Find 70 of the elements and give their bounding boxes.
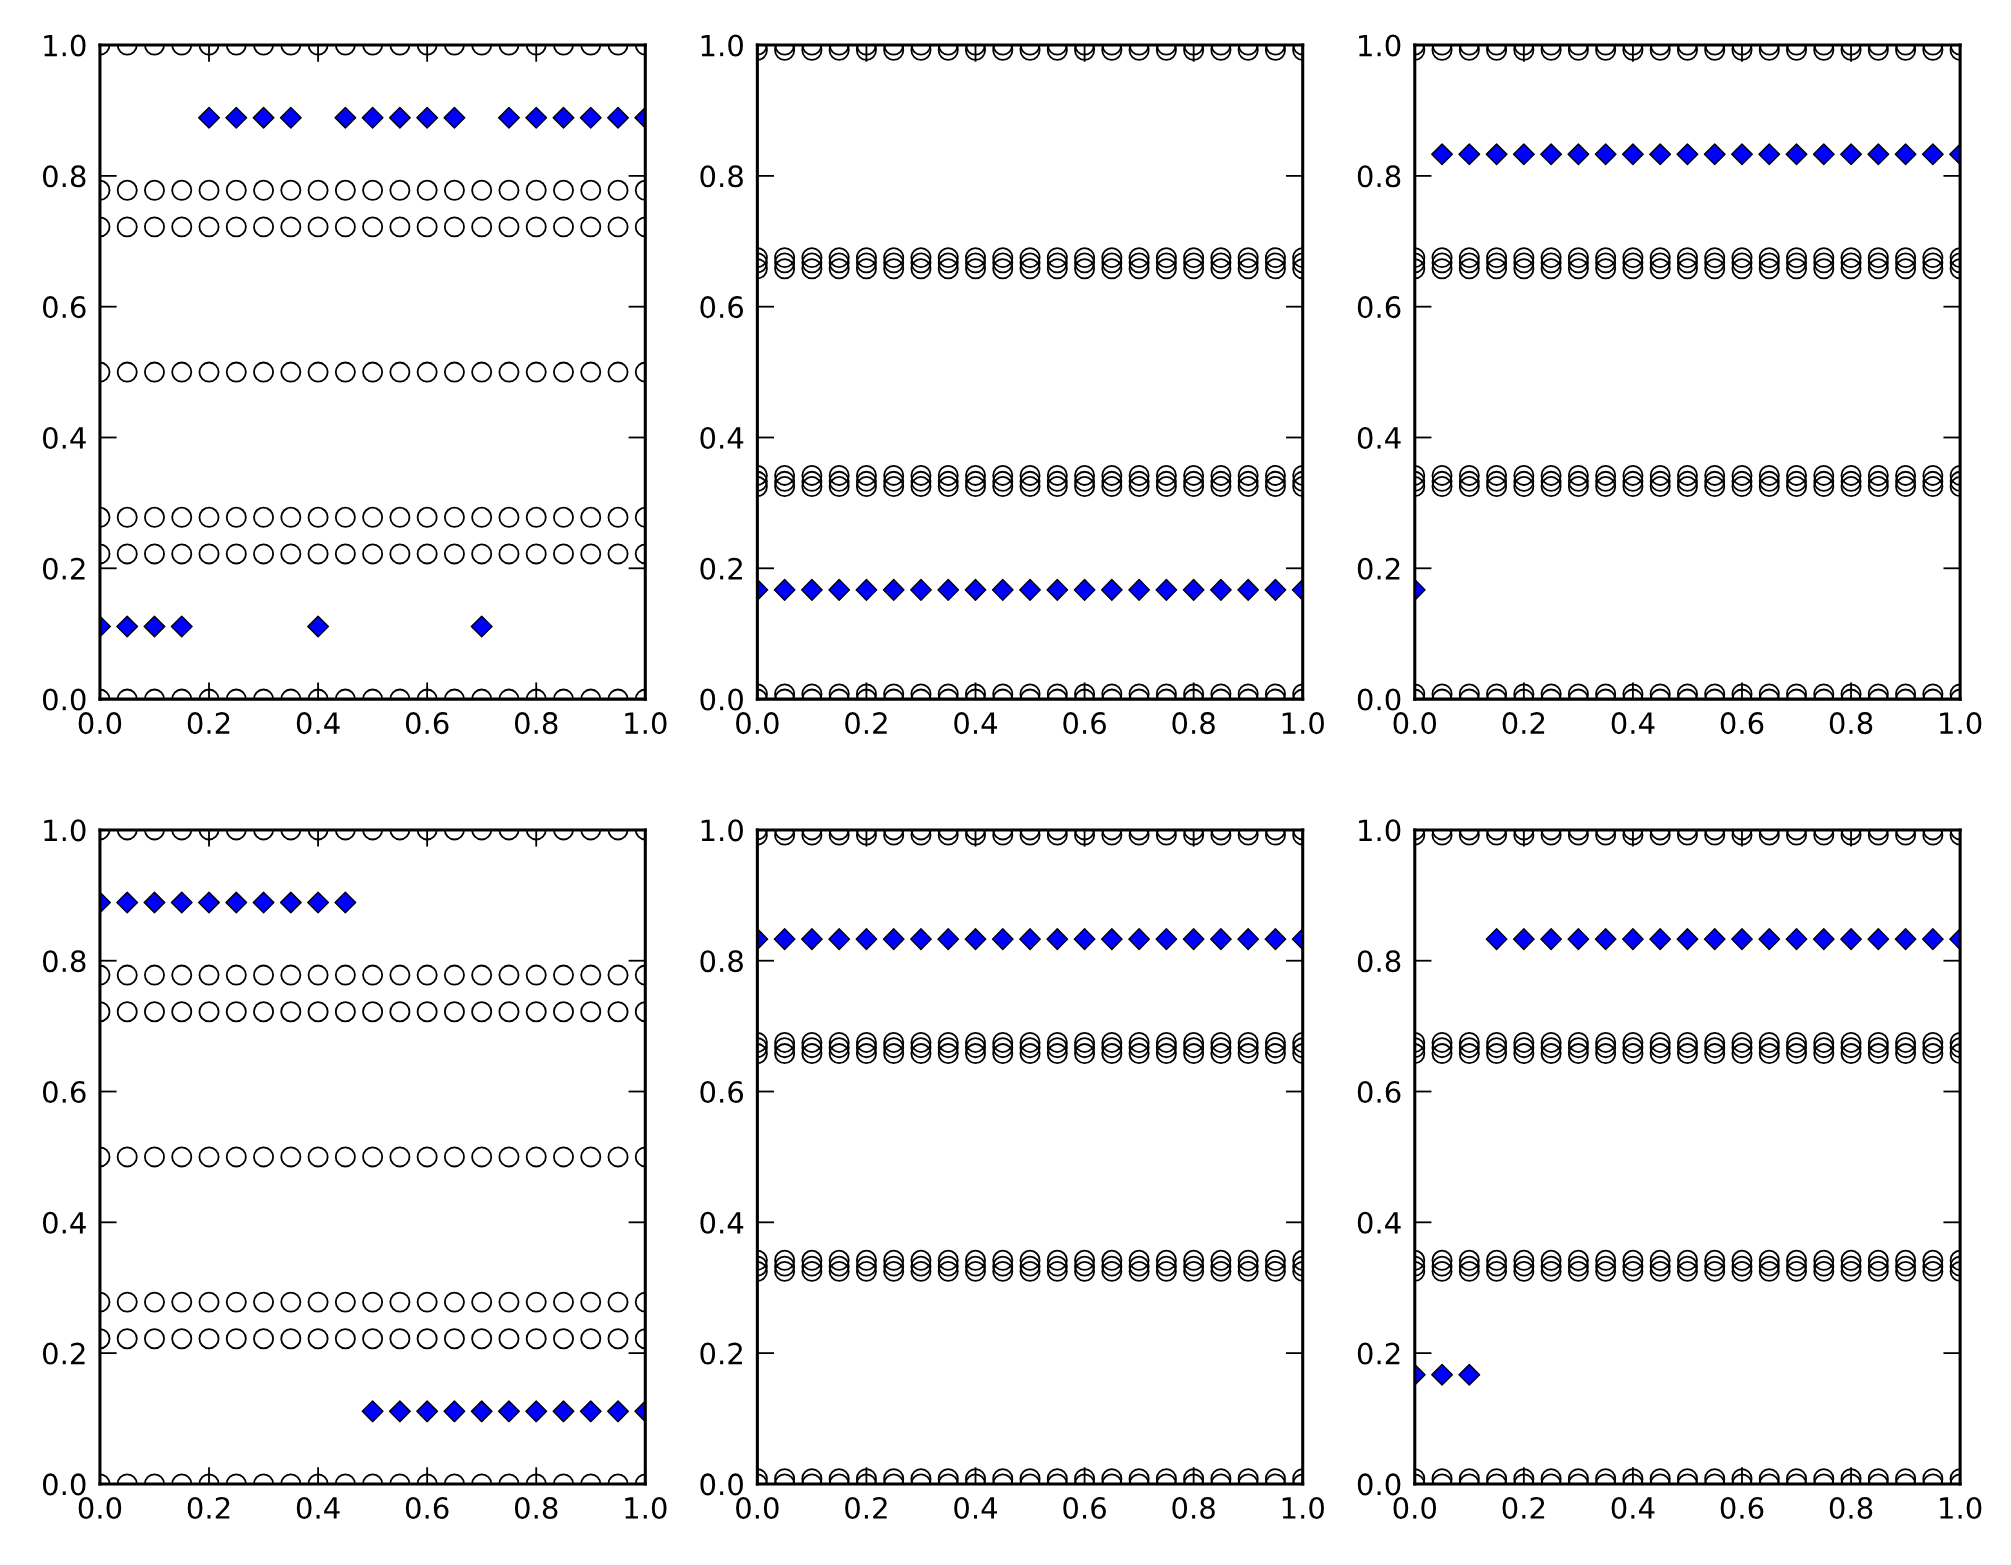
- x-tick-label: 0.0: [1393, 1496, 1437, 1520]
- x-tick-label: 0.6: [405, 1496, 449, 1520]
- y-tick-label: 0.2: [1357, 557, 1400, 580]
- x-tick-label: 0.4: [1611, 712, 1655, 735]
- y-tick-label: 0.2: [700, 557, 742, 580]
- y-tick-label: 0.2: [42, 1342, 85, 1365]
- x-tick-label: 0.0: [1393, 712, 1437, 735]
- y-tick-label: 0.8: [1357, 950, 1401, 973]
- x-tick-label: 1.0: [1282, 1496, 1324, 1520]
- x-tick-label: 0.8: [514, 1496, 558, 1520]
- y-tick-label: 0.6: [1357, 1080, 1401, 1104]
- y-tick-label: 0.4: [1357, 426, 1401, 449]
- y-tick-label: 0.4: [700, 426, 744, 449]
- y-tick-label: 1.0: [701, 34, 743, 57]
- y-tick-label: 0.8: [700, 950, 743, 973]
- y-tick-label: 1.0: [1359, 819, 1401, 842]
- y-tick-label: 0.8: [700, 165, 743, 188]
- x-tick-label: 1.0: [1282, 712, 1324, 735]
- y-tick-label: 0.4: [700, 1211, 744, 1234]
- x-tick-label: 0.2: [187, 712, 230, 735]
- x-tick-label: 1.0: [1940, 1496, 1982, 1520]
- y-tick-label: 0.2: [1357, 1342, 1400, 1365]
- y-tick-label: 0.0: [1357, 1473, 1401, 1496]
- y-tick-label: 1.0: [44, 34, 86, 57]
- x-tick-label: 1.0: [1940, 712, 1982, 735]
- x-tick-label: 0.0: [736, 1496, 779, 1520]
- x-tick-label: 0.0: [78, 1496, 122, 1520]
- y-tick-label: 0.0: [42, 1473, 86, 1496]
- x-tick-label: 0.4: [296, 1496, 340, 1520]
- y-tick-label: 1.0: [1359, 34, 1401, 57]
- x-tick-label: 0.4: [954, 712, 998, 735]
- y-tick-label: 0.2: [700, 1342, 742, 1365]
- y-tick-label: 0.0: [1357, 688, 1401, 711]
- y-tick-label: 0.2: [42, 557, 85, 580]
- x-tick-label: 0.4: [1611, 1496, 1655, 1520]
- y-tick-label: 0.6: [42, 296, 86, 319]
- y-tick-label: 0.6: [700, 1080, 744, 1104]
- y-tick-label: 0.6: [700, 296, 744, 319]
- x-tick-label: 0.6: [1063, 1496, 1106, 1520]
- x-tick-label: 0.4: [296, 712, 340, 735]
- x-tick-label: 0.6: [1720, 1496, 1764, 1520]
- x-tick-label: 0.2: [845, 712, 887, 735]
- x-tick-label: 0.8: [1172, 712, 1215, 735]
- y-tick-label: 1.0: [44, 819, 86, 842]
- y-tick-label: 0.8: [42, 950, 86, 973]
- y-tick-label: 0.4: [1357, 1211, 1401, 1234]
- x-tick-label: 0.2: [187, 1496, 230, 1520]
- x-tick-label: 0.2: [1502, 1496, 1545, 1520]
- x-tick-label: 0.8: [1829, 1496, 1873, 1520]
- y-tick-label: 1.0: [701, 819, 743, 842]
- y-tick-label: 0.4: [42, 426, 86, 449]
- x-tick-label: 0.2: [1502, 712, 1545, 735]
- y-tick-label: 0.6: [42, 1080, 86, 1104]
- x-tick-label: 0.4: [954, 1496, 998, 1520]
- x-tick-label: 0.8: [1172, 1496, 1215, 1520]
- x-tick-label: 0.6: [405, 712, 449, 735]
- y-tick-label: 0.0: [700, 1473, 743, 1496]
- x-tick-label: 0.8: [1829, 712, 1873, 735]
- y-tick-label: 0.4: [42, 1211, 86, 1234]
- y-tick-label: 0.6: [1357, 296, 1401, 319]
- x-tick-label: 1.0: [625, 712, 667, 735]
- x-tick-label: 0.0: [736, 712, 779, 735]
- x-tick-label: 1.0: [625, 1496, 667, 1520]
- x-tick-label: 0.2: [845, 1496, 887, 1520]
- x-tick-label: 0.6: [1063, 712, 1106, 735]
- y-tick-label: 0.8: [42, 165, 86, 188]
- x-tick-label: 0.8: [514, 712, 558, 735]
- y-tick-label: 0.0: [700, 688, 743, 711]
- y-tick-label: 0.8: [1357, 165, 1401, 188]
- x-tick-label: 0.6: [1720, 712, 1764, 735]
